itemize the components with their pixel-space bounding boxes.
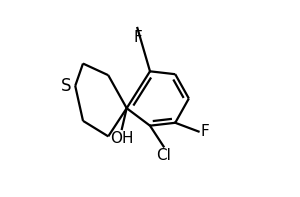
Text: F: F: [200, 124, 209, 139]
Text: S: S: [61, 77, 71, 95]
Text: Cl: Cl: [156, 148, 171, 163]
Text: F: F: [133, 30, 142, 45]
Text: OH: OH: [110, 131, 134, 146]
